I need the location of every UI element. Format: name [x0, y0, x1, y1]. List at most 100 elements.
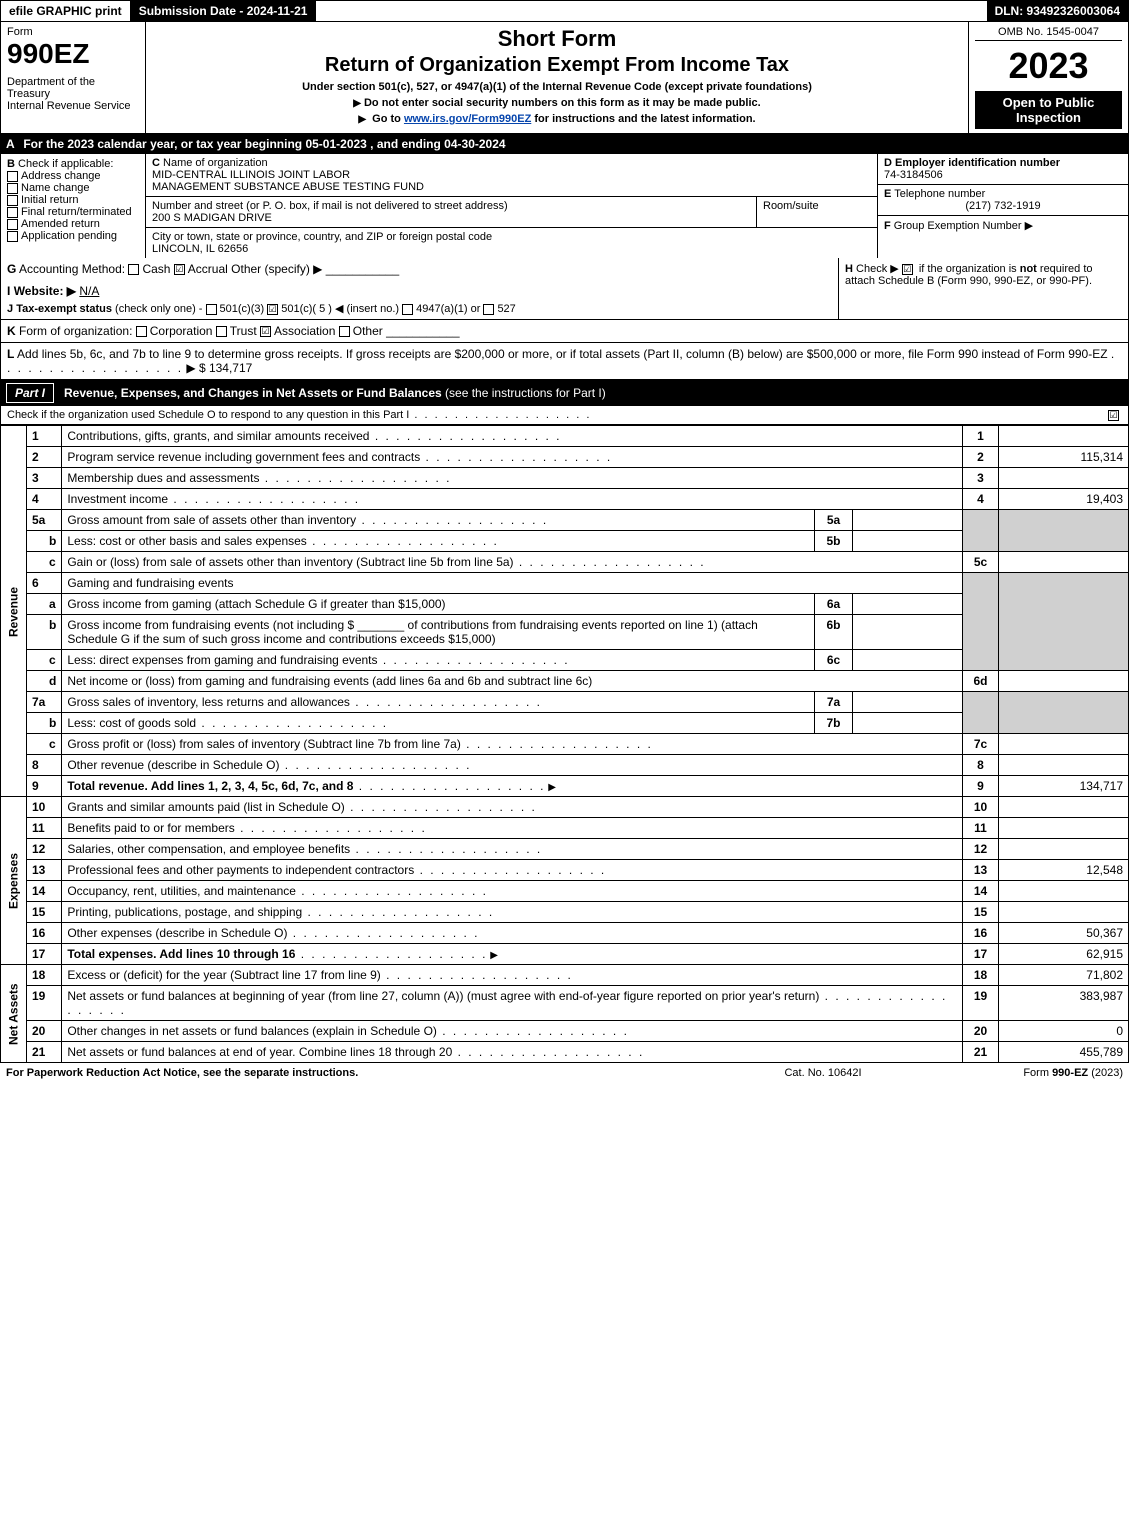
l21-d: Net assets or fund balances at end of ye…	[67, 1045, 644, 1059]
k-o2: Trust	[230, 324, 257, 338]
line-l: L Add lines 5b, 6c, and 7b to line 9 to …	[0, 343, 1129, 380]
l2-v: 115,314	[999, 447, 1129, 468]
l12-v	[999, 839, 1129, 860]
part1-sub-text: Check if the organization used Schedule …	[7, 409, 409, 421]
chk-address[interactable]	[7, 171, 18, 182]
chk-501c[interactable]: ☑	[267, 304, 278, 315]
j-o3: 4947(a)(1) or	[416, 303, 480, 315]
org-name2: MANAGEMENT SUBSTANCE ABUSE TESTING FUND	[152, 181, 424, 193]
l16-d: Other expenses (describe in Schedule O)	[67, 926, 479, 940]
chk-501c3[interactable]	[206, 304, 217, 315]
l5b-d: Less: cost or other basis and sales expe…	[67, 534, 499, 548]
k-o3: Association	[274, 324, 335, 338]
footer: For Paperwork Reduction Act Notice, see …	[0, 1063, 1129, 1083]
l9-d: Total revenue. Add lines 1, 2, 3, 4, 5c,…	[67, 779, 353, 793]
note1: Do not enter social security numbers on …	[152, 97, 962, 109]
chk-final[interactable]	[7, 207, 18, 218]
letter-f: F	[884, 220, 891, 232]
box-b: B Check if applicable: Address change Na…	[1, 154, 146, 258]
l4-v: 19,403	[999, 489, 1129, 510]
chk-corp[interactable]	[136, 326, 147, 337]
part1-table: Revenue 1Contributions, gifts, grants, a…	[0, 425, 1129, 1063]
chk-other[interactable]	[339, 326, 350, 337]
l6b-sn: 6b	[815, 615, 853, 650]
l6b-a: Gross income from fundraising events (no…	[67, 618, 354, 632]
l10-n: 10	[963, 797, 999, 818]
b-item3: Final return/terminated	[21, 206, 132, 218]
top-bar: efile GRAPHIC print Submission Date - 20…	[0, 0, 1129, 22]
l3-n: 3	[963, 468, 999, 489]
note2-pre: Go to	[372, 113, 404, 125]
l11-v	[999, 818, 1129, 839]
chk-initial[interactable]	[7, 195, 18, 206]
letter-c: C	[152, 157, 160, 169]
chk-amended[interactable]	[7, 219, 18, 230]
letter-b: B	[7, 158, 15, 170]
k-o1: Corporation	[150, 324, 213, 338]
chk-cash[interactable]	[128, 264, 139, 275]
label-ein: Employer identification number	[895, 157, 1060, 169]
b-item2: Initial return	[21, 194, 78, 206]
l-val: $ 134,717	[199, 361, 252, 375]
letter-l: L	[7, 347, 14, 361]
l5b-sn: 5b	[815, 531, 853, 552]
l14-d: Occupancy, rent, utilities, and maintena…	[67, 884, 488, 898]
letter-d: D	[884, 157, 892, 169]
b-item1: Name change	[21, 182, 90, 194]
g-o1: Cash	[142, 262, 170, 276]
l20-n: 20	[963, 1021, 999, 1042]
h-not: not	[1020, 263, 1037, 275]
l6a-d: Gross income from gaming (attach Schedul…	[62, 594, 815, 615]
l5a-sn: 5a	[815, 510, 853, 531]
chk-assoc[interactable]: ☑	[260, 326, 271, 337]
l5a-d: Gross amount from sale of assets other t…	[67, 513, 548, 527]
b-item4: Amended return	[21, 218, 100, 230]
l5c-d: Gain or (loss) from sale of assets other…	[67, 555, 705, 569]
l8-v	[999, 755, 1129, 776]
chk-pending[interactable]	[7, 231, 18, 242]
chk-accrual[interactable]: ☑	[174, 264, 185, 275]
submission-date: Submission Date - 2024-11-21	[131, 1, 317, 21]
l15-v	[999, 902, 1129, 923]
l15-d: Printing, publications, postage, and shi…	[67, 905, 494, 919]
omb: OMB No. 1545-0047	[975, 26, 1122, 41]
l5c-v	[999, 552, 1129, 573]
irs-link[interactable]: www.irs.gov/Form990EZ	[404, 113, 531, 125]
l18-v: 71,802	[999, 965, 1129, 986]
grp-arrow: ▶	[1025, 220, 1033, 232]
l17-n: 17	[963, 944, 999, 965]
chk-trust[interactable]	[216, 326, 227, 337]
line-a-text: For the 2023 calendar year, or tax year …	[23, 137, 505, 151]
chk-h[interactable]: ☑	[902, 264, 913, 275]
letter-h: H	[845, 263, 853, 275]
chk-4947[interactable]	[402, 304, 413, 315]
l19-v: 383,987	[999, 986, 1129, 1021]
chk-part1-o[interactable]: ☑	[1108, 410, 1119, 421]
l7a-sn: 7a	[815, 692, 853, 713]
l21-v: 455,789	[999, 1042, 1129, 1063]
l1-d: Contributions, gifts, grants, and simila…	[67, 429, 561, 443]
tel: (217) 732-1919	[884, 200, 1122, 212]
form-number: 990EZ	[7, 38, 139, 70]
l19-d: Net assets or fund balances at beginning…	[67, 989, 947, 1017]
l20-v: 0	[999, 1021, 1129, 1042]
chk-527[interactable]	[483, 304, 494, 315]
fr-post: (2023)	[1088, 1067, 1123, 1079]
l10-d: Grants and similar amounts paid (list in…	[67, 800, 536, 814]
label-city: City or town, state or province, country…	[152, 231, 492, 243]
efile-print[interactable]: efile GRAPHIC print	[1, 1, 131, 21]
l18-n: 18	[963, 965, 999, 986]
j-note: (check only one) -	[115, 303, 202, 315]
chk-name[interactable]	[7, 183, 18, 194]
entity-boxes: B Check if applicable: Address change Na…	[0, 154, 1129, 258]
subtitle: Under section 501(c), 527, or 4947(a)(1)…	[152, 81, 962, 93]
g-o3: Other (specify) ▶	[231, 262, 322, 276]
l6d-v	[999, 671, 1129, 692]
dept-line1: Department of the Treasury	[7, 76, 139, 100]
b-item5: Application pending	[21, 230, 117, 242]
label-tel: Telephone number	[894, 188, 985, 200]
part1-sub: Check if the organization used Schedule …	[0, 406, 1129, 425]
line-k: K Form of organization: Corporation Trus…	[0, 320, 1129, 343]
l6c-d: Less: direct expenses from gaming and fu…	[67, 653, 569, 667]
form-label: Form	[7, 26, 139, 38]
